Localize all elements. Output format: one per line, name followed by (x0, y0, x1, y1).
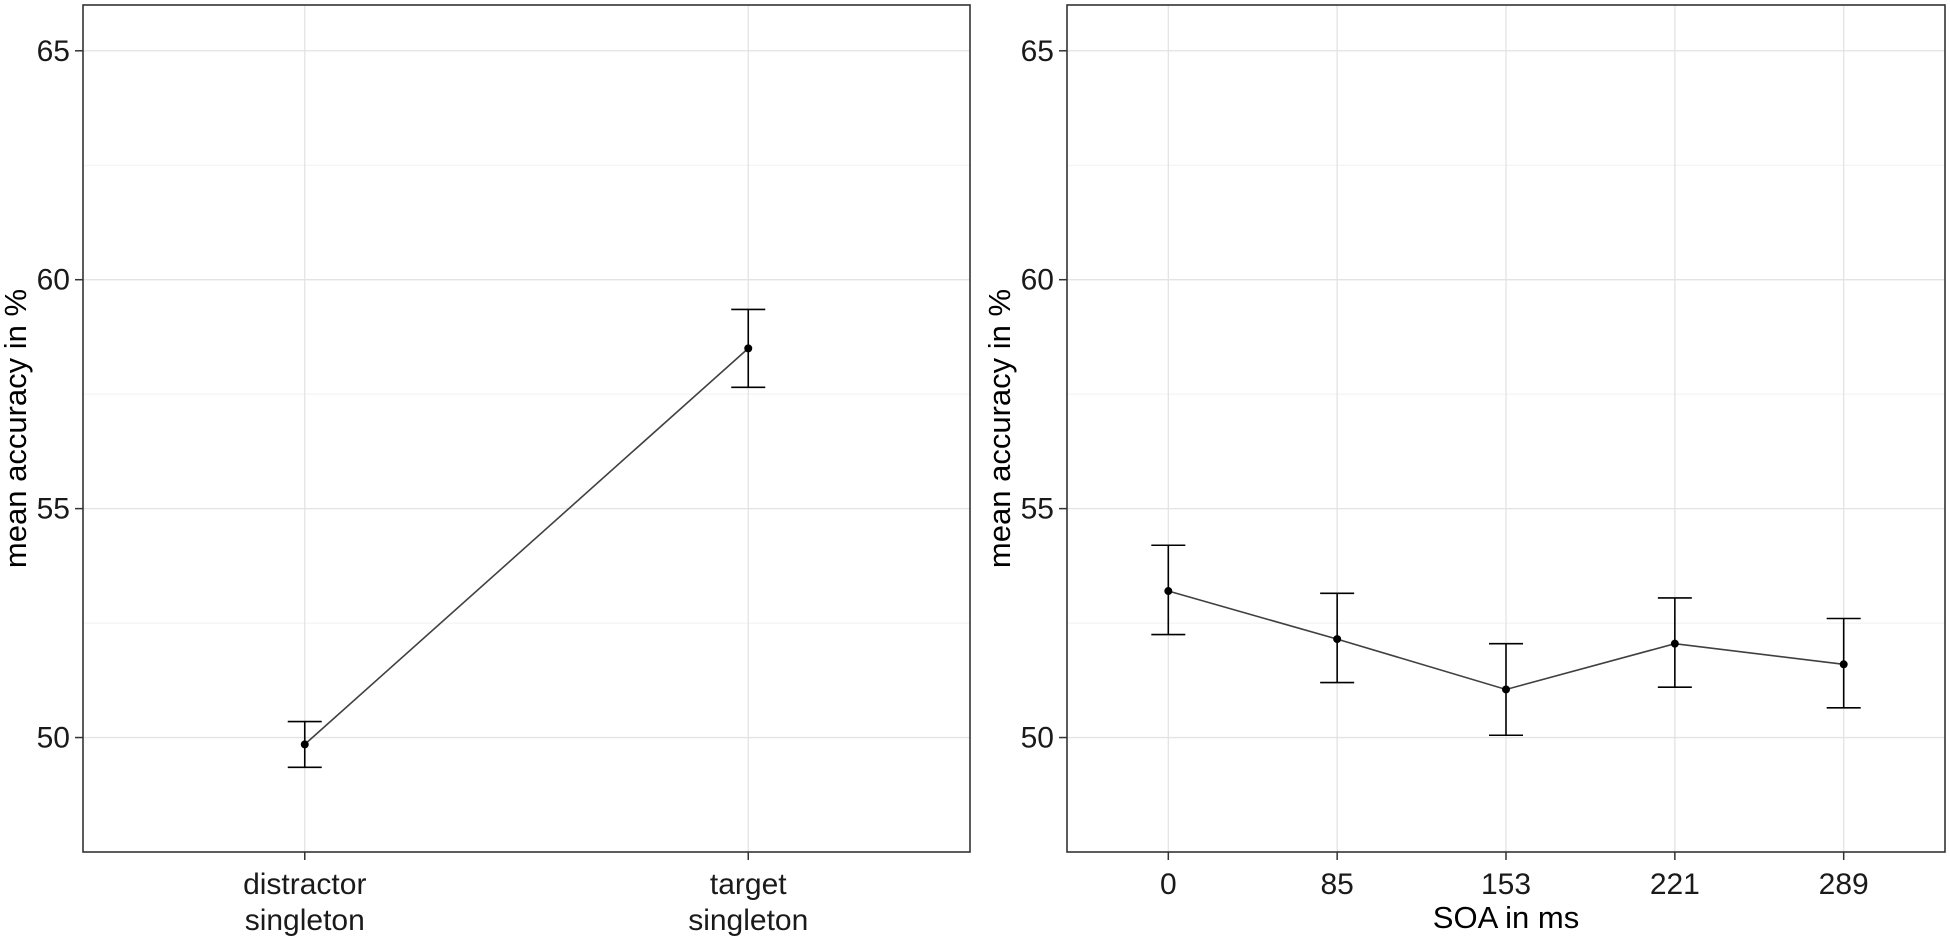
y-tick-label: 55 (1021, 493, 1054, 526)
right-panel-accuracy-by-soa: 50 55 60 65 0 85 153 221 289 mean accuracy in % SO… (982, 4, 1946, 935)
x-tick-label: target (710, 868, 787, 901)
x-axis-title: SOA in ms (1433, 900, 1579, 935)
x-tick-label: distractor (243, 868, 366, 901)
data-point (744, 344, 753, 353)
y-axis-title: mean accuracy in % (0, 289, 33, 568)
series-line (304, 347, 749, 746)
data-point (1164, 587, 1173, 596)
data-point (1333, 635, 1342, 644)
data-point (1670, 639, 1679, 648)
y-tick-label: 50 (1021, 722, 1054, 755)
data-point (1502, 685, 1510, 694)
x-tick-label: 0 (1160, 868, 1177, 901)
x-tick-label: singleton (245, 904, 365, 937)
y-tick-label: 60 (1021, 264, 1054, 297)
x-tick-label: 221 (1650, 868, 1700, 901)
x-tick-label: 153 (1481, 868, 1531, 901)
x-tick-label: singleton (688, 904, 808, 937)
panel-border (82, 4, 971, 853)
data-point (300, 740, 309, 749)
left-panel-accuracy-by-singleton-type: 50556065distractorsingletontargetsinglet… (0, 4, 971, 937)
y-axis-title: mean accuracy in % (982, 289, 1017, 568)
data-point (1839, 660, 1848, 669)
y-tick-label: 50 (37, 722, 70, 755)
x-tick-label: 85 (1320, 868, 1353, 901)
y-tick-label: 60 (37, 264, 70, 297)
y-tick-label: 65 (1021, 35, 1054, 68)
y-tick-label: 65 (37, 35, 70, 68)
y-tick-label: 55 (37, 493, 70, 526)
x-tick-label: 289 (1819, 868, 1869, 901)
